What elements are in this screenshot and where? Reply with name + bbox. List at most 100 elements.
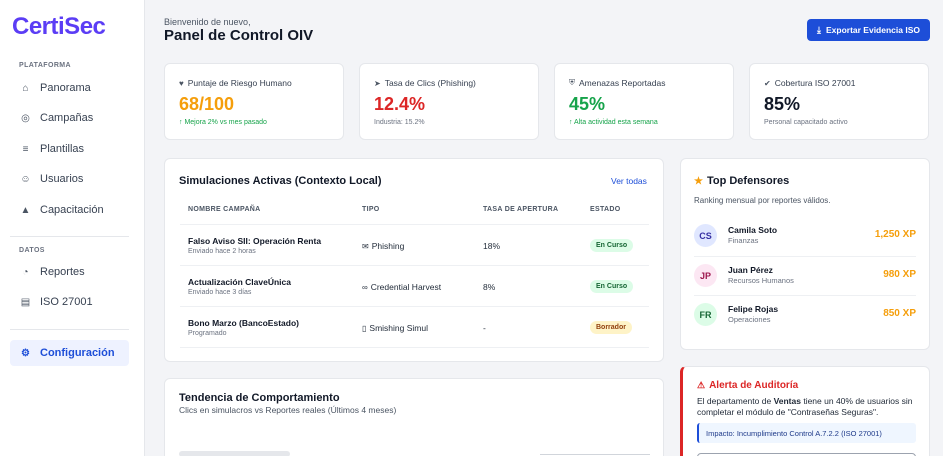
campaign-name: Actualización ClaveÚnica bbox=[188, 277, 291, 287]
sidebar-item-capacitacion[interactable]: ▲ Capacitación bbox=[10, 197, 129, 223]
trend-legend-placeholder bbox=[179, 451, 290, 456]
campaign-type: Phishing bbox=[371, 241, 405, 251]
sidebar-item-label: Configuración bbox=[40, 347, 115, 359]
kpi-value: 85% bbox=[764, 94, 801, 114]
alert-text: El departamento de Ventas tiene un 40% d… bbox=[697, 396, 922, 418]
defender-row[interactable]: CS Camila Soto Finanzas 1,250 XP bbox=[694, 221, 916, 251]
sidebar-item-campanas[interactable]: ◎ Campañas bbox=[10, 105, 129, 131]
layers-icon: ≡ bbox=[22, 143, 29, 155]
table-separator bbox=[180, 306, 649, 307]
status-badge: Borrador bbox=[590, 321, 632, 334]
sidebar-item-usuarios[interactable]: ☺ Usuarios bbox=[10, 166, 129, 192]
sidebar-item-label: Capacitación bbox=[40, 204, 104, 216]
top-defenders-title-wrap: ★ Top Defensores bbox=[694, 175, 789, 187]
avatar: CS bbox=[694, 224, 717, 247]
avatar: JP bbox=[694, 264, 717, 287]
kpi-card-risk: ♥ Puntaje de Riesgo Humano 68/100 ↑ Mejor… bbox=[164, 63, 344, 140]
campaign-name: Falso Aviso SII: Operación Renta bbox=[188, 236, 322, 246]
alert-text-bold: Ventas bbox=[773, 396, 801, 406]
trend-card bbox=[164, 378, 664, 456]
sidebar-section-data: DATOS bbox=[19, 247, 45, 254]
sidebar-divider bbox=[10, 236, 129, 237]
top-defenders-title: Top Defensores bbox=[706, 175, 790, 187]
sidebar-item-label: Usuarios bbox=[40, 173, 84, 185]
kpi-sub: ↑ Alta actividad esta semana bbox=[569, 119, 658, 126]
defender-dept: Recursos Humanos bbox=[728, 276, 794, 285]
table-separator bbox=[180, 347, 649, 348]
link-icon: ∞ bbox=[362, 282, 368, 292]
heart-pulse-icon: ♥ bbox=[179, 78, 184, 88]
kpi-value: 12.4% bbox=[374, 94, 426, 114]
view-all-link[interactable]: Ver todas bbox=[611, 176, 647, 186]
campaign-sub: Enviado hace 2 horas bbox=[188, 248, 256, 255]
campaign-type: Credential Harvest bbox=[370, 282, 442, 292]
trend-subtitle: Clics en simulacros vs Reportes reales (… bbox=[179, 405, 397, 415]
defender-name: Camila Soto bbox=[728, 225, 778, 235]
file-icon: ▤ bbox=[20, 296, 31, 308]
defender-row[interactable]: FR Felipe Rojas Operaciones 850 XP bbox=[694, 300, 916, 330]
defender-xp: 1,250 XP bbox=[874, 229, 916, 240]
campaign-open-rate: - bbox=[483, 323, 486, 333]
defender-separator bbox=[694, 256, 916, 257]
top-defenders-subtitle: Ranking mensual por reportes válidos. bbox=[694, 196, 831, 205]
app-logo[interactable]: CertiSec bbox=[12, 13, 106, 40]
status-badge: En Curso bbox=[590, 280, 634, 293]
export-evidence-label: Exportar Evidencia ISO bbox=[825, 25, 920, 35]
defender-xp: 980 XP bbox=[883, 269, 916, 280]
sidebar-section-platform: PLATAFORMA bbox=[19, 62, 71, 69]
alert-action-button[interactable] bbox=[697, 453, 916, 456]
sidebar-divider bbox=[10, 329, 129, 330]
phone-icon: ▯ bbox=[362, 323, 367, 333]
campaign-type: Smishing Simul bbox=[369, 323, 428, 333]
gear-icon: ⚙ bbox=[21, 347, 30, 359]
sidebar-item-label: Panorama bbox=[40, 82, 91, 94]
column-header-type[interactable]: TIPO bbox=[362, 206, 380, 213]
sidebar-item-reportes[interactable]: ◔ Reportes bbox=[10, 259, 129, 285]
kpi-label: Amenazas Reportadas bbox=[579, 78, 666, 88]
sidebar-item-label: Plantillas bbox=[40, 143, 85, 155]
defender-dept: Finanzas bbox=[728, 236, 759, 245]
pie-chart-icon: ◔ bbox=[22, 266, 29, 278]
campaign-open-rate: 18% bbox=[483, 241, 501, 251]
column-header-open-rate[interactable]: TASA DE APERTURA bbox=[483, 206, 559, 213]
kpi-sub: Industria: 15.2% bbox=[374, 119, 425, 126]
defender-separator bbox=[694, 295, 916, 296]
sidebar-item-plantillas[interactable]: ≡ Plantillas bbox=[10, 136, 129, 162]
sidebar-item-configuracion[interactable]: ⚙ Configuración bbox=[10, 340, 129, 366]
kpi-value: 68/100 bbox=[179, 94, 235, 114]
shield-icon: ⛨ bbox=[569, 78, 575, 87]
check-circle-icon: ✔ bbox=[764, 78, 771, 88]
trend-title: Tendencia de Comportamiento bbox=[179, 392, 340, 404]
export-evidence-button[interactable]: ⤓ Exportar Evidencia ISO bbox=[807, 19, 930, 41]
defender-row[interactable]: JP Juan Pérez Recursos Humanos 980 XP bbox=[694, 261, 916, 291]
simulations-card bbox=[164, 158, 664, 362]
sidebar-item-label: Reportes bbox=[40, 266, 85, 278]
top-defenders-card bbox=[680, 158, 930, 350]
alert-title: Alerta de Auditoría bbox=[709, 380, 799, 391]
alert-text-after: tiene un 40% de usuarios sin completar e… bbox=[697, 396, 913, 417]
table-separator bbox=[180, 224, 649, 225]
audit-alert-card: ⚠ Alerta de Auditoría El departamento de … bbox=[680, 366, 930, 456]
column-header-name[interactable]: NOMBRE CAMPAÑA bbox=[188, 206, 261, 213]
kpi-sub: Personal capacitado activo bbox=[764, 119, 848, 126]
defender-dept: Operaciones bbox=[728, 315, 771, 324]
defender-name: Juan Pérez bbox=[728, 265, 773, 275]
cursor-click-icon: ➤ bbox=[374, 78, 381, 88]
sidebar-item-panorama[interactable]: ⌂ Panorama bbox=[10, 75, 129, 101]
download-icon: ⤓ bbox=[817, 24, 821, 35]
defender-xp: 850 XP bbox=[883, 308, 916, 319]
kpi-card-iso-coverage: ✔ Cobertura ISO 27001 85% Personal capaci… bbox=[749, 63, 929, 140]
impact-box: Impacto: Incumplimiento Control A.7.2.2 … bbox=[697, 423, 916, 443]
column-header-status[interactable]: ESTADO bbox=[590, 206, 621, 213]
welcome-text: Bienvenido de nuevo, bbox=[164, 17, 251, 27]
status-badge: En Curso bbox=[590, 239, 634, 252]
campaign-name: Bono Marzo (BancoEstado) bbox=[188, 318, 299, 328]
table-separator bbox=[180, 265, 649, 266]
home-icon: ⌂ bbox=[22, 82, 29, 94]
trophy-icon: ★ bbox=[694, 175, 703, 187]
envelope-icon: ✉ bbox=[362, 241, 369, 251]
warning-icon: ⚠ bbox=[697, 380, 706, 390]
sidebar-item-iso27001[interactable]: ▤ ISO 27001 bbox=[10, 289, 129, 315]
campaign-open-rate: 8% bbox=[483, 282, 496, 292]
defender-name: Felipe Rojas bbox=[728, 304, 779, 314]
